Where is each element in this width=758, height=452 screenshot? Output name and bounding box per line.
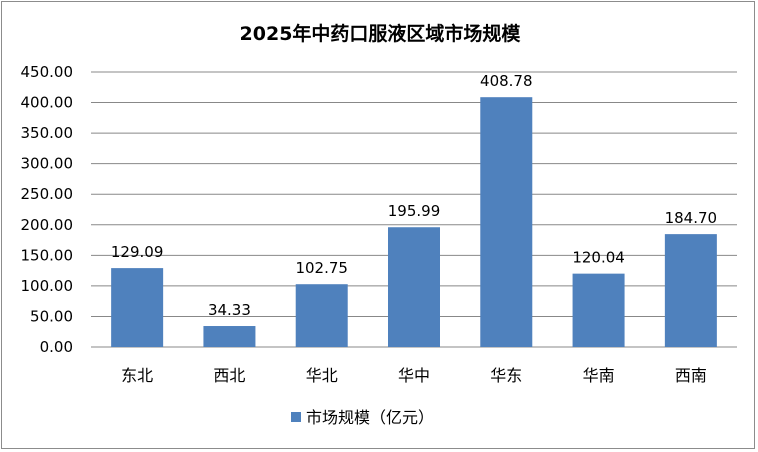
data-label: 129.09 bbox=[111, 243, 164, 261]
gridlines bbox=[91, 71, 737, 348]
legend-label: 市场规模（亿元） bbox=[306, 408, 434, 427]
y-tick-label: 150.00 bbox=[21, 246, 74, 264]
bar bbox=[111, 268, 164, 347]
y-tick-label: 350.00 bbox=[21, 124, 74, 142]
bar bbox=[664, 234, 717, 347]
data-label: 184.70 bbox=[665, 209, 718, 227]
bar bbox=[480, 97, 533, 347]
category-label: 西南 bbox=[675, 366, 707, 385]
y-tick-label: 400.00 bbox=[21, 94, 74, 112]
category-label: 华南 bbox=[583, 366, 615, 385]
bar bbox=[295, 284, 348, 347]
y-tick-label: 200.00 bbox=[21, 216, 74, 234]
category-label: 华中 bbox=[398, 366, 430, 385]
y-tick-label: 0.00 bbox=[40, 338, 73, 356]
category-label: 华东 bbox=[490, 366, 522, 385]
y-tick-label: 100.00 bbox=[21, 277, 74, 295]
chart-title: 2025年中药口服液区域市场规模 bbox=[240, 22, 522, 45]
y-tick-label: 450.00 bbox=[21, 63, 74, 81]
data-label: 195.99 bbox=[388, 202, 441, 220]
category-label: 华北 bbox=[306, 366, 338, 385]
y-tick-label: 50.00 bbox=[30, 307, 73, 325]
data-label: 102.75 bbox=[295, 259, 348, 277]
category-label: 东北 bbox=[121, 366, 153, 385]
y-tick-label: 250.00 bbox=[21, 185, 74, 203]
data-label: 120.04 bbox=[572, 249, 625, 267]
y-axis-ticks: 0.00 50.00 100.00 150.00 200.00 250.00 300.00 3… bbox=[21, 63, 74, 356]
bars bbox=[111, 97, 717, 347]
data-label: 408.78 bbox=[480, 72, 533, 90]
bar bbox=[572, 273, 625, 347]
data-labels: 129.09 34.33 102.75 195.99 408.78 120.04 184.7… bbox=[111, 72, 717, 319]
category-label: 西北 bbox=[213, 366, 245, 385]
bar bbox=[388, 227, 440, 347]
x-axis-categories: 东北 西北 华北 华中 华东 华南 西南 bbox=[121, 366, 707, 385]
data-label: 34.33 bbox=[208, 301, 251, 319]
bar bbox=[203, 326, 256, 347]
y-tick-label: 300.00 bbox=[21, 155, 74, 173]
legend-swatch bbox=[291, 412, 301, 422]
legend: 市场规模（亿元） bbox=[291, 408, 434, 427]
